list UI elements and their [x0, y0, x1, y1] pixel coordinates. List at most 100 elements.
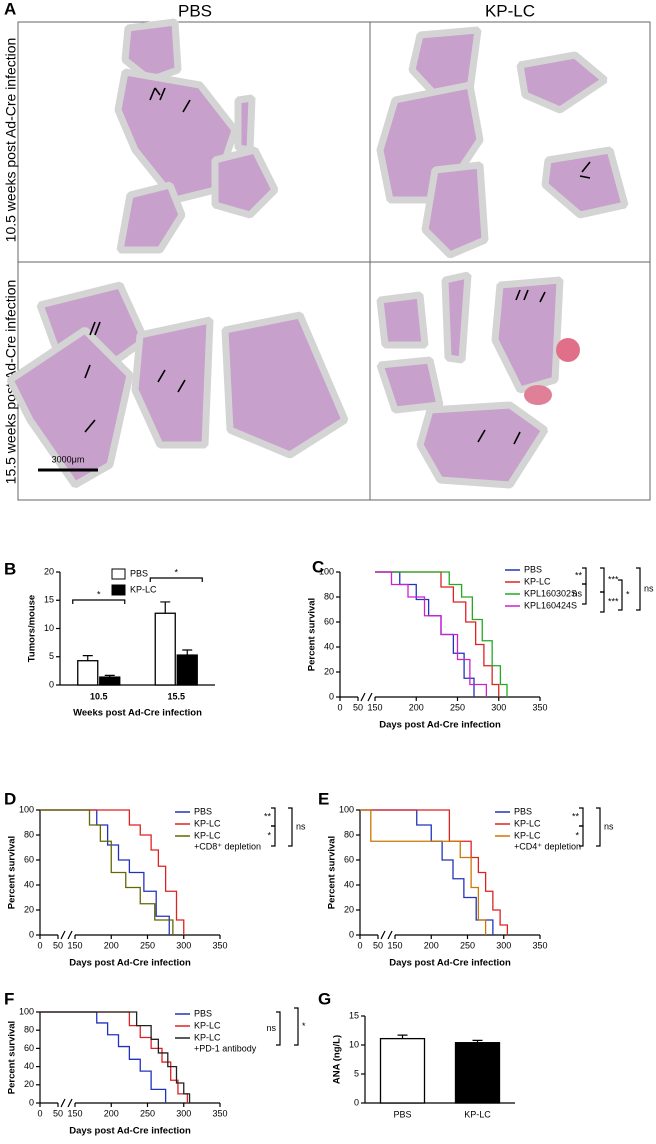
legend-label: PBS	[524, 564, 542, 574]
significance-bracket	[271, 825, 276, 847]
x-tick-label: PBS	[393, 1109, 411, 1119]
y-tick-label: 60	[24, 854, 34, 864]
x-tick-label: 350	[532, 940, 547, 950]
legend-label: PBS	[194, 806, 212, 816]
significance-bracket	[600, 591, 605, 613]
x-tick-label: 300	[491, 702, 506, 712]
tissue-sections	[6, 18, 629, 489]
legend-note: +PD-1 antibody	[194, 1043, 257, 1053]
y-tick-label: 80	[24, 829, 34, 839]
significance-bracket	[149, 577, 203, 582]
x-axis-title: Days post Ad-Cre infection	[69, 958, 191, 969]
y-tick-label: 100	[19, 1006, 34, 1016]
x-tick-label: 350	[212, 1108, 227, 1118]
x-tick-label: 250	[460, 940, 475, 950]
survival-curve	[40, 809, 170, 935]
legend-label: PBS	[130, 568, 148, 578]
y-tick-label: 80	[324, 591, 334, 601]
significance-label: **	[264, 811, 272, 821]
x-tick-label: 15.5	[167, 691, 185, 701]
significance-label: *	[174, 567, 178, 577]
y-axis-title: Percent survival	[7, 836, 18, 909]
arrows	[84, 87, 591, 445]
y-tick-label: 60	[344, 854, 354, 864]
legend-label: PBS	[194, 1008, 212, 1018]
significance-label: *	[575, 830, 579, 840]
significance-bracket	[582, 583, 587, 605]
x-tick-label: 10.5	[90, 691, 108, 701]
y-tick-label: 5	[354, 1068, 359, 1078]
bar	[77, 660, 99, 686]
y-tick-label: 15	[44, 595, 54, 605]
survival-curve	[375, 571, 508, 697]
panel-a: A PBS KP-LC 10.5 weeks post Ad-Cre infec…	[3, 0, 651, 501]
bar	[379, 1037, 426, 1104]
error-bar	[182, 649, 193, 656]
significance-bracket	[579, 825, 584, 847]
x-tick-label: 150	[67, 940, 82, 950]
row-label: 10.5 weeks post Ad-Cre infection	[3, 38, 19, 243]
panel-label: D	[4, 789, 16, 808]
y-tick-label: 60	[24, 1043, 34, 1053]
y-tick-label: 100	[19, 804, 34, 814]
y-tick-label: 0	[29, 929, 34, 939]
legend-label: KP-LC	[514, 818, 541, 828]
x-tick-label: 150	[367, 702, 382, 712]
x-tick-label: 250	[140, 940, 155, 950]
y-tick-label: 40	[324, 641, 334, 651]
legend-swatch	[111, 584, 126, 596]
axis-break	[60, 930, 73, 940]
significance-bracket	[600, 567, 605, 593]
legend-label: KP-LC	[194, 830, 221, 840]
legend-label: KPL160424S	[524, 600, 577, 610]
legend-swatch	[111, 568, 126, 580]
legend-note: +CD8⁺ depletion	[194, 841, 261, 851]
bar	[99, 676, 121, 686]
significance-bracket	[288, 807, 293, 847]
survival-curve	[360, 809, 487, 935]
panel-label: B	[4, 559, 16, 578]
survival-curve	[40, 809, 174, 935]
panel-label: G	[318, 989, 331, 1008]
y-tick-label: 20	[24, 1079, 34, 1089]
x-tick-label: 200	[104, 940, 119, 950]
bar	[454, 1042, 501, 1104]
significance-label: ***	[608, 574, 619, 584]
x-tick-label: 0	[37, 1108, 42, 1118]
significance-bracket	[618, 579, 623, 611]
y-axis-title: Percent survival	[307, 598, 318, 671]
error-bar	[160, 601, 171, 614]
x-tick-label: 50	[53, 940, 63, 950]
significance-bracket	[579, 807, 584, 827]
y-tick-label: 80	[24, 1025, 34, 1035]
legend-label: KPL160302S	[524, 588, 577, 598]
blood	[556, 338, 580, 362]
x-tick-label: 300	[176, 1108, 191, 1118]
survival-curve	[360, 809, 509, 935]
significance-label: *	[302, 1021, 306, 1031]
y-tick-label: 5	[49, 651, 54, 661]
significance-label: **	[572, 811, 580, 821]
significance-bracket	[271, 807, 276, 827]
survival-curve	[375, 571, 488, 697]
axis-break	[360, 692, 373, 702]
legend-label: KP-LC	[130, 584, 157, 594]
survival-curve	[40, 1011, 167, 1103]
survival-curve	[360, 809, 494, 935]
x-tick-label: 0	[357, 940, 362, 950]
significance-bracket	[582, 567, 587, 585]
x-tick-label: 50	[373, 940, 383, 950]
y-tick-label: 0	[349, 929, 354, 939]
significance-label: *	[97, 589, 101, 599]
y-axis-title: Percent survival	[7, 1021, 18, 1094]
bar	[154, 612, 176, 686]
error-bar	[397, 1034, 408, 1039]
x-tick-label: 200	[424, 940, 439, 950]
legend-label: KP-LC	[514, 830, 541, 840]
x-axis-title: Weeks post Ad-Cre infection	[73, 708, 202, 719]
x-tick-label: 50	[353, 702, 363, 712]
significance-label: ns	[296, 821, 306, 831]
panel-label: C	[312, 557, 324, 576]
x-tick-label: 300	[176, 940, 191, 950]
error-bar	[82, 655, 93, 661]
